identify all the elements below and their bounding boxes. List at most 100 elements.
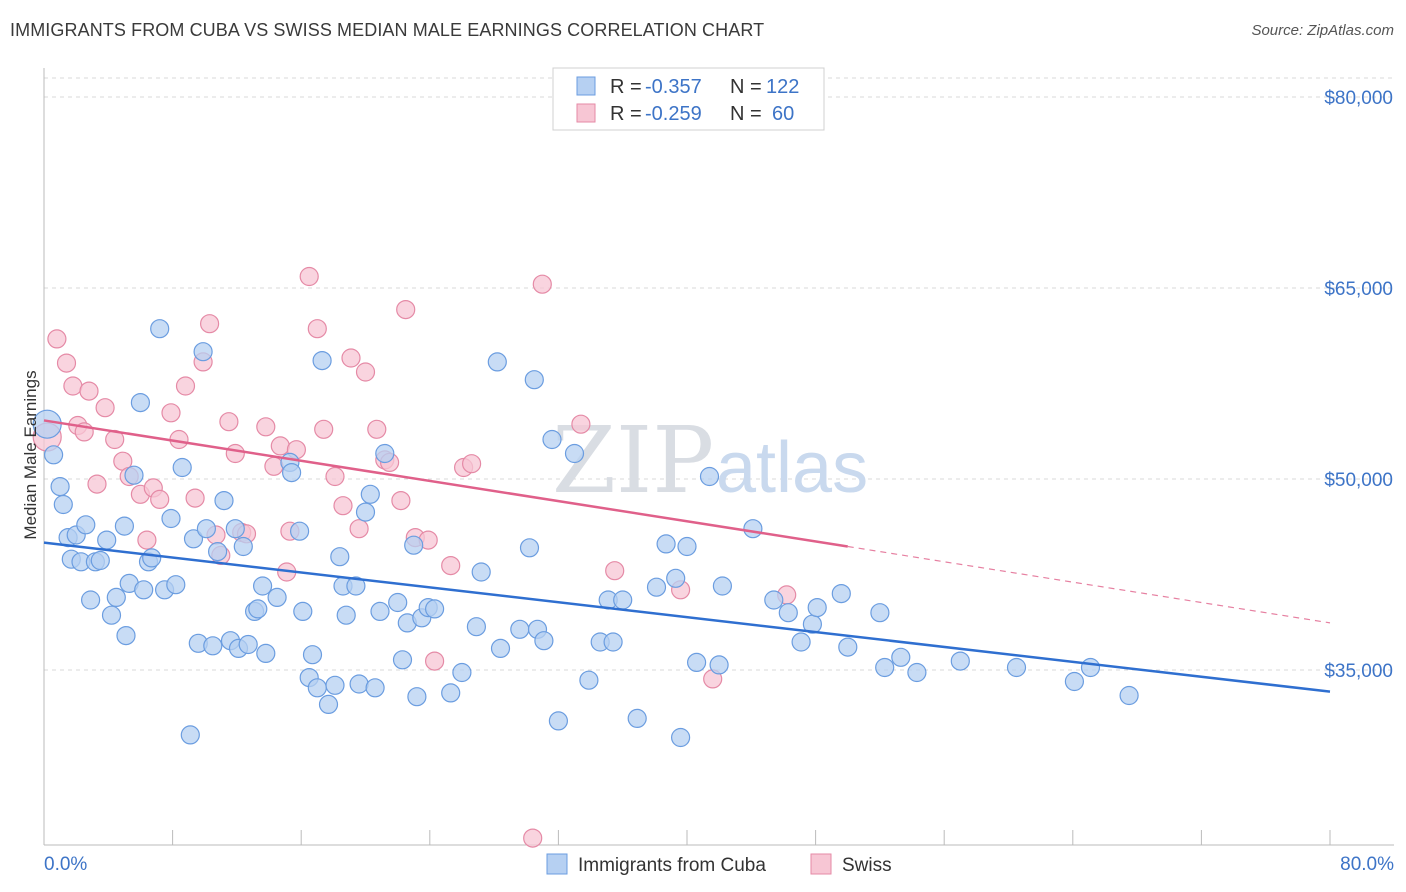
cuba-point-47	[282, 463, 302, 483]
legend-swatch-swiss	[576, 103, 596, 123]
cuba-point-88	[579, 670, 599, 690]
swiss-point-46	[396, 300, 416, 320]
cuba-point-95	[656, 534, 676, 554]
cuba-point-23	[150, 319, 170, 339]
legend-n-label-swiss: N =	[730, 103, 762, 125]
cuba-point-104	[764, 590, 784, 610]
cuba-point-116	[1006, 657, 1027, 678]
y-tick-label-0: $35,000	[1324, 661, 1393, 682]
swiss-point-37	[325, 466, 345, 487]
swiss-point-56	[605, 561, 625, 581]
cuba-point-108	[807, 597, 827, 618]
cuba-point-16	[116, 625, 136, 646]
swiss-point-13	[137, 530, 157, 550]
cuba-point-45	[267, 587, 287, 608]
swiss-point-18	[175, 376, 196, 396]
series-legend: Immigrants from Cuba Swiss	[546, 853, 892, 876]
swiss-point-52	[462, 454, 482, 474]
swiss-point-55	[571, 414, 591, 434]
cuba-point-73	[425, 599, 445, 619]
cuba-point-114	[907, 662, 927, 683]
stats-legend: R = -0.357 N = 122 R = -0.259 N = 60	[552, 67, 825, 131]
swiss-point-30	[270, 436, 290, 456]
cuba-point-109	[831, 583, 851, 604]
swiss-point-54	[532, 274, 552, 294]
swiss-point-8	[95, 398, 115, 418]
cuba-point-25	[161, 508, 181, 529]
cuba-points	[32, 319, 1139, 748]
y-tick-label-3: $80,000	[1324, 88, 1393, 109]
swiss-point-15	[150, 489, 170, 509]
cuba-point-80	[510, 619, 530, 639]
swiss-point-19	[185, 488, 205, 508]
cuba-point-76	[466, 617, 486, 637]
cuba-point-82	[524, 370, 544, 390]
cuba-point-15	[114, 516, 135, 536]
cuba-point-8	[76, 515, 96, 535]
cuba-point-34	[208, 541, 228, 562]
swiss-point-50	[441, 555, 461, 576]
cuba-point-58	[336, 605, 356, 625]
cuba-point-63	[365, 678, 385, 698]
cuba-point-62	[360, 484, 380, 504]
watermark: ZIP atlas	[552, 407, 868, 514]
bottom-legend-label-cuba: Immigrants from Cuba	[578, 855, 766, 876]
y-tick-label-1: $50,000	[1324, 470, 1393, 491]
cuba-point-19	[130, 393, 150, 413]
cuba-point-115	[950, 651, 970, 671]
cuba-point-106	[791, 632, 811, 652]
bottom-legend-label-swiss: Swiss	[842, 855, 892, 876]
swiss-point-53	[523, 828, 543, 848]
cuba-point-11	[90, 550, 110, 571]
cuba-point-64	[370, 601, 390, 622]
swiss-point-7	[87, 474, 107, 494]
swiss-trend-line	[43, 419, 848, 548]
cuba-point-100	[699, 466, 720, 487]
cuba-point-98	[677, 536, 697, 557]
cuba-point-33	[203, 636, 223, 656]
cuba-point-56	[330, 547, 350, 567]
cuba-point-81	[519, 538, 540, 558]
legend-n-value-cuba: 122	[766, 76, 799, 98]
swiss-point-49	[425, 651, 445, 671]
cuba-point-86	[548, 711, 569, 731]
cuba-point-105	[778, 603, 798, 623]
chart-title: IMMIGRANTS FROM CUBA VS SWISS MEDIAN MAL…	[10, 20, 765, 40]
cuba-point-48	[290, 521, 310, 541]
cuba-point-12	[97, 530, 117, 550]
swiss-point-28	[256, 417, 276, 437]
legend-n-value-swiss: 60	[772, 103, 794, 125]
cuba-point-118	[1080, 657, 1101, 678]
legend-n-label-cuba: N =	[730, 76, 762, 98]
cuba-point-87	[564, 443, 585, 464]
cuba-point-119	[1119, 685, 1139, 706]
cuba-point-70	[407, 687, 427, 707]
axes	[43, 68, 1394, 846]
swiss-point-24	[219, 412, 239, 432]
cuba-point-37	[225, 519, 245, 539]
y-axis-label: Median Male Earnings	[21, 370, 40, 539]
swiss-point-45	[391, 491, 411, 511]
swiss-point-29	[264, 456, 284, 476]
cuba-point-111	[870, 603, 890, 623]
cuba-point-20	[134, 580, 154, 600]
swiss-point-41	[355, 362, 376, 382]
cuba-point-54	[318, 694, 339, 715]
cuba-point-75	[452, 662, 472, 683]
cuba-point-99	[686, 652, 707, 673]
swiss-point-3	[63, 376, 83, 396]
cuba-point-39	[233, 536, 253, 557]
cuba-point-29	[183, 529, 204, 549]
swiss-point-16	[161, 403, 181, 423]
cuba-point-91	[603, 632, 623, 652]
cuba-point-66	[388, 592, 408, 613]
trend-lines	[43, 419, 1331, 693]
cuba-point-110	[838, 637, 858, 657]
cuba-point-85	[542, 429, 562, 450]
cuba-point-78	[487, 352, 507, 372]
legend-r-value-cuba: -0.357	[645, 76, 702, 98]
swiss-point-35	[307, 319, 327, 339]
cuba-point-92	[613, 590, 633, 610]
cuba-point-28	[180, 725, 200, 745]
